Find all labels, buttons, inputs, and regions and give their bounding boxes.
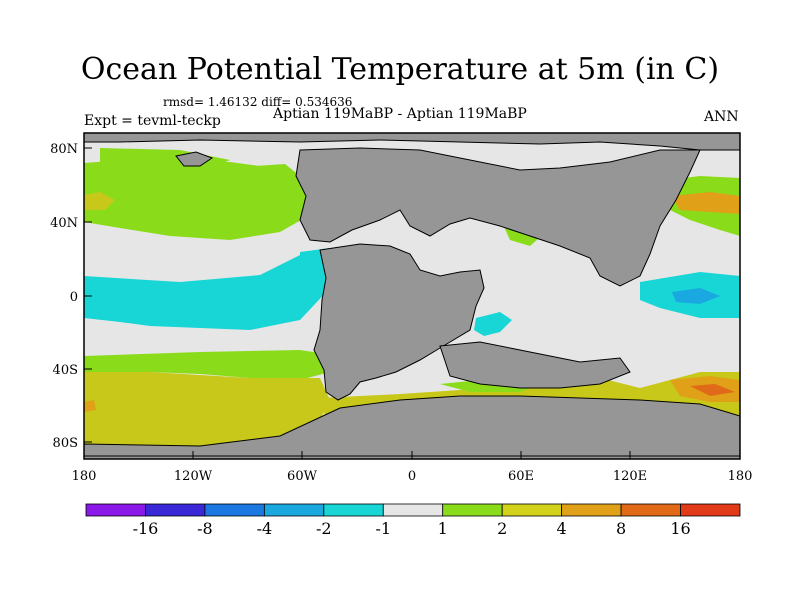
anomaly-zone-southern-green xyxy=(84,350,340,380)
y-axis: 80N 40N 0 40S 80S xyxy=(50,142,92,451)
anomaly-zone-east-pacific-cool2 xyxy=(672,288,720,304)
colorbar-swatch xyxy=(323,503,384,517)
small-island-1 xyxy=(175,151,214,167)
colorbar-label: 1 xyxy=(438,519,448,538)
colorbar-swatch xyxy=(680,503,741,517)
colorbar-swatch xyxy=(501,503,563,517)
colorbar-label: -4 xyxy=(257,519,273,538)
x-tick-label: 60W xyxy=(287,469,318,484)
colorbar-label: -16 xyxy=(133,519,159,538)
experiment-label: Aptian 119MaBP - Aptian 119MaBP xyxy=(273,106,527,122)
figure-title: Ocean Potential Temperature at 5m (in C) xyxy=(80,52,720,87)
experiment-id: Expt = tevml-teckp xyxy=(84,113,221,129)
colorbar-swatch xyxy=(620,503,681,517)
colorbar-swatch xyxy=(204,503,265,517)
anomaly-zone-sw-orange xyxy=(84,400,96,412)
stats-text: rmsd= 1.46132 diff= 0.534636 xyxy=(163,95,353,109)
x-tick-label: 120W xyxy=(174,469,213,484)
season-label: ANN xyxy=(704,109,739,125)
colorbar: -16 -8 -4 -2 -1 1 2 4 8 16 xyxy=(85,503,741,538)
anomaly-zone-tropical-cool xyxy=(84,250,370,330)
colorbar-swatch xyxy=(442,503,503,517)
colorbar-label: -1 xyxy=(375,519,391,538)
map-field xyxy=(84,133,740,459)
antarctica-landmass xyxy=(84,395,740,459)
colorbar-label: 4 xyxy=(557,519,567,538)
x-tick-label: 120E xyxy=(613,469,647,484)
y-tick-label: 80N xyxy=(50,142,78,157)
colorbar-swatch xyxy=(263,503,325,517)
antarctica-australia-block xyxy=(439,341,631,389)
x-tick-label: 60E xyxy=(508,469,534,484)
colorbar-label: 2 xyxy=(497,519,507,538)
arctic-edge xyxy=(84,133,740,151)
y-tick-label: 40N xyxy=(50,216,78,231)
colorbar-label: 8 xyxy=(616,519,626,538)
colorbar-swatch xyxy=(382,503,444,517)
y-tick-label: 80S xyxy=(53,436,78,451)
x-tick-label: 0 xyxy=(408,469,416,484)
anomaly-zone-east-cool xyxy=(474,312,512,336)
anomaly-zone-np-warm xyxy=(84,192,115,210)
colorbar-label: -8 xyxy=(197,519,213,538)
colorbar-swatch xyxy=(145,503,206,517)
x-tick-label: 180 xyxy=(728,469,753,484)
colorbar-label: 16 xyxy=(670,519,690,538)
anomaly-zone-ne-orange xyxy=(672,192,740,214)
anomaly-zone-southern-yellow xyxy=(84,372,330,452)
y-tick-label: 0 xyxy=(70,290,78,305)
laurasia-landmass xyxy=(295,147,701,287)
anomaly-zone-atlantic-green xyxy=(255,164,300,186)
colorbar-swatch xyxy=(561,503,622,517)
x-axis: 180 120W 60W 0 60E 120E 180 xyxy=(72,451,753,484)
x-tick-label: 180 xyxy=(72,469,97,484)
landmasses xyxy=(84,133,740,459)
gondwana-south-america-africa xyxy=(313,243,485,401)
anomaly-zone-southern-red xyxy=(690,384,735,396)
y-tick-label: 40S xyxy=(53,363,78,378)
colorbar-swatch xyxy=(85,503,146,517)
colorbar-label: -2 xyxy=(316,519,332,538)
